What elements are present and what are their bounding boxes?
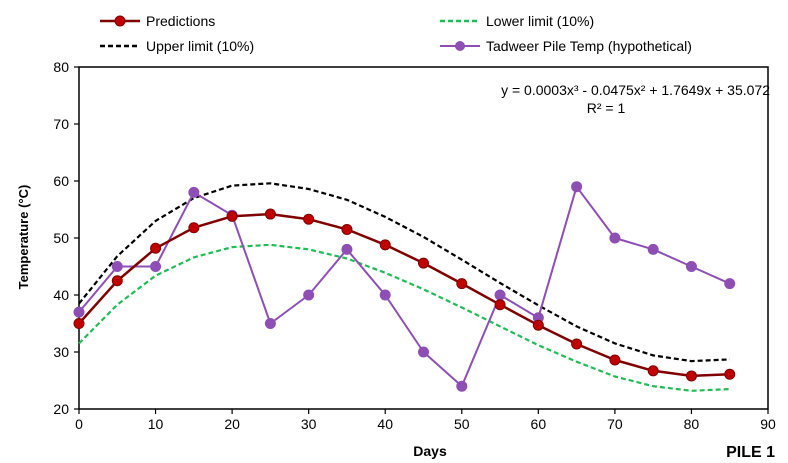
data-point-predictions: [418, 257, 429, 269]
data-point-tadweer-pile-temp-hypothetical: [188, 186, 200, 198]
x-axis: 0 10 20 30 40 50 60 70 80 90: [75, 409, 776, 432]
legend-label-lower-limit: Lower limit (10%): [486, 13, 594, 29]
data-point-predictions: [532, 319, 544, 331]
data-point-tadweer-pile-temp-hypothetical: [456, 380, 468, 392]
panel-label: PILE 1: [726, 444, 775, 461]
data-point-predictions: [609, 354, 621, 366]
x-tick-label: 60: [531, 416, 547, 432]
x-tick-label: 70: [607, 416, 623, 432]
y-axis-label: Temperature (°C): [16, 185, 31, 290]
legend-label-upper-limit: Upper limit (10%): [146, 38, 254, 54]
series-line-lower-limit-10: [78, 243, 730, 392]
data-point-predictions: [494, 299, 506, 311]
data-point-predictions: [303, 213, 315, 225]
trendline-equation: y = 0.0003x³ - 0.0475x² + 1.7649x + 35.0…: [501, 82, 770, 98]
legend: Predictions Lower limit (10%) Upper limi…: [100, 13, 692, 54]
data-point-tadweer-pile-temp-hypothetical: [111, 261, 123, 272]
data-point-tadweer-pile-temp-hypothetical: [73, 306, 85, 318]
legend-label-predictions: Predictions: [146, 13, 215, 29]
y-tick-label: 60: [53, 173, 69, 189]
data-point-tadweer-pile-temp-hypothetical: [571, 181, 583, 193]
legend-marker-tadweer: [455, 41, 465, 51]
data-point-predictions: [150, 242, 162, 254]
data-point-predictions: [724, 368, 736, 380]
x-tick-label: 50: [454, 416, 470, 432]
data-point-tadweer-pile-temp-hypothetical: [609, 232, 621, 244]
y-tick-label: 80: [53, 59, 69, 75]
data-point-tadweer-pile-temp-hypothetical: [418, 346, 429, 358]
y-tick-label: 20: [53, 401, 69, 417]
series-layer: [73, 181, 736, 392]
data-point-predictions: [379, 239, 391, 251]
data-point-predictions: [571, 338, 583, 350]
legend-entry-upper-limit: Upper limit (10%): [100, 38, 254, 54]
legend-entry-predictions: Predictions: [100, 13, 215, 29]
data-point-tadweer-pile-temp-hypothetical: [685, 261, 697, 272]
data-point-tadweer-pile-temp-hypothetical: [303, 289, 315, 301]
data-point-tadweer-pile-temp-hypothetical: [150, 261, 162, 272]
trendline-r2: R² = 1: [587, 100, 626, 116]
data-point-tadweer-pile-temp-hypothetical: [264, 318, 276, 329]
x-tick-label: 0: [75, 416, 83, 432]
data-point-predictions: [264, 208, 276, 220]
y-axis: 20 30 40 50 60 70 80: [53, 59, 79, 417]
y-tick-label: 30: [53, 344, 69, 360]
data-point-predictions: [456, 278, 468, 290]
data-point-predictions: [341, 223, 353, 235]
data-point-tadweer-pile-temp-hypothetical: [647, 243, 659, 255]
series-line-predictions: [78, 212, 730, 378]
series-line-tadweer-pile-temp-hypothetical: [78, 185, 731, 388]
y-tick-label: 40: [53, 287, 69, 303]
y-tick-label: 50: [53, 230, 69, 246]
legend-label-tadweer: Tadweer Pile Temp (hypothetical): [486, 38, 692, 54]
data-point-predictions: [647, 365, 659, 377]
data-point-predictions: [226, 210, 238, 222]
y-tick-label: 70: [53, 116, 69, 132]
x-tick-label: 90: [760, 416, 776, 432]
data-point-tadweer-pile-temp-hypothetical: [341, 243, 353, 255]
data-point-predictions: [111, 275, 123, 287]
data-point-predictions: [685, 370, 697, 382]
x-tick-label: 40: [377, 416, 393, 432]
series-line-upper-limit-10: [78, 182, 730, 363]
x-axis-label: Days: [413, 443, 447, 459]
data-point-tadweer-pile-temp-hypothetical: [724, 278, 736, 290]
x-tick-label: 80: [684, 416, 700, 432]
data-point-predictions: [73, 318, 85, 329]
legend-entry-tadweer: Tadweer Pile Temp (hypothetical): [440, 38, 692, 54]
x-tick-label: 20: [224, 416, 240, 432]
data-point-predictions: [188, 222, 200, 234]
x-tick-label: 10: [148, 416, 164, 432]
x-tick-label: 30: [301, 416, 317, 432]
data-point-tadweer-pile-temp-hypothetical: [494, 289, 506, 301]
data-point-tadweer-pile-temp-hypothetical: [379, 289, 391, 301]
legend-entry-lower-limit: Lower limit (10%): [440, 13, 594, 29]
legend-marker-predictions: [114, 15, 126, 27]
